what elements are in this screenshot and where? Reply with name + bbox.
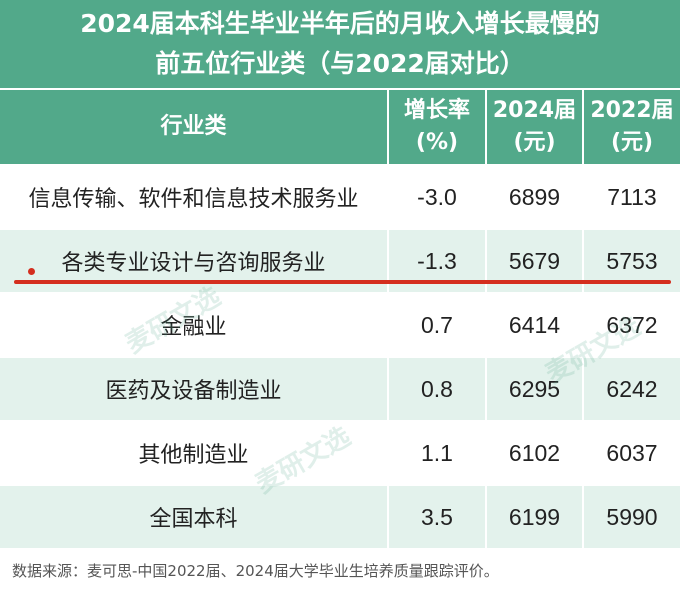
income-2024-cell: 6414 [485, 293, 583, 357]
income-2022-cell: 6037 [582, 421, 680, 485]
income-growth-table: 行业类 增长率 (%) 2024届 (元) 2022届 (元) 信息传输、软件和信息技… [0, 88, 680, 548]
income-2022-cell: 7113 [582, 165, 680, 229]
highlight-underline [14, 280, 671, 284]
header-growth-rate: 增长率 (%) [387, 89, 486, 165]
growth-cell: 0.7 [387, 293, 486, 357]
header-industry: 行业类 [0, 89, 388, 165]
table-row: 信息传输、软件和信息技术服务业 -3.0 6899 7113 [0, 165, 680, 229]
table-row: 全国本科 3.5 6199 5990 [0, 485, 680, 548]
growth-cell: -3.0 [387, 165, 486, 229]
table-row: 金融业 0.7 6414 6372 [0, 293, 680, 357]
income-2022-cell: 5990 [582, 485, 680, 548]
income-2024-cell: 6102 [485, 421, 583, 485]
income-2022-cell: 6372 [582, 293, 680, 357]
highlight-dot [28, 268, 35, 275]
growth-cell: 1.1 [387, 421, 486, 485]
growth-cell: 3.5 [387, 485, 486, 548]
industry-cell: 医药及设备制造业 [0, 357, 388, 421]
industry-cell: 其他制造业 [0, 421, 388, 485]
income-2024-cell: 6199 [485, 485, 583, 548]
growth-cell: 0.8 [387, 357, 486, 421]
industry-cell: 信息传输、软件和信息技术服务业 [0, 165, 388, 229]
table-row: 医药及设备制造业 0.8 6295 6242 [0, 357, 680, 421]
income-2022-cell: 6242 [582, 357, 680, 421]
title-line-1: 2024届本科生毕业半年后的月收入增长最慢的 [80, 9, 600, 38]
source-footnote: 数据来源：麦可思-中国2022届、2024届大学毕业生培养质量跟踪评价。 [12, 562, 499, 580]
industry-cell: 全国本科 [0, 485, 388, 548]
income-2024-cell: 6295 [485, 357, 583, 421]
header-2024: 2024届 (元) [485, 89, 583, 165]
income-2024-cell: 6899 [485, 165, 583, 229]
header-row: 行业类 增长率 (%) 2024届 (元) 2022届 (元) [0, 89, 680, 165]
industry-cell: 金融业 [0, 293, 388, 357]
header-2022: 2022届 (元) [582, 89, 680, 165]
table-row: 其他制造业 1.1 6102 6037 [0, 421, 680, 485]
table-title: 2024届本科生毕业半年后的月收入增长最慢的 前五位行业类（与2022届对比） [0, 0, 680, 88]
title-line-2: 前五位行业类（与2022届对比） [155, 49, 525, 78]
